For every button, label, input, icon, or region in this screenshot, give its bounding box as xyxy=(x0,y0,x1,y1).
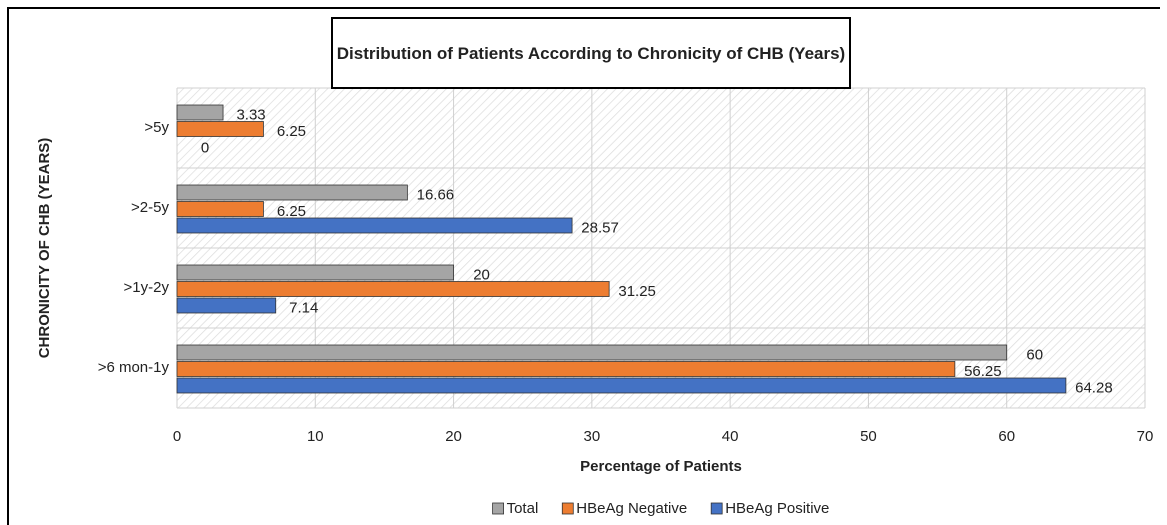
bar xyxy=(176,344,1008,361)
data-label: 20 xyxy=(473,266,490,283)
x-axis-title: Percentage of Patients xyxy=(580,458,742,475)
legend-label: HBeAg Positive xyxy=(725,500,829,517)
legend-swatch xyxy=(492,502,504,515)
y-tick-label: >2-5y xyxy=(131,199,169,216)
data-label: 16.66 xyxy=(417,186,455,203)
legend-swatch xyxy=(710,502,723,515)
y-tick-label: >1y-2y xyxy=(124,279,170,296)
data-label: 7.14 xyxy=(289,299,318,316)
data-label: 31.25 xyxy=(618,283,656,300)
x-tick-label: 30 xyxy=(584,428,601,445)
data-label: 56.25 xyxy=(964,363,1002,380)
legend-swatch xyxy=(561,502,574,515)
x-tick-label: 60 xyxy=(998,428,1015,445)
frame xyxy=(7,7,1160,525)
x-tick-label: 50 xyxy=(860,428,877,445)
x-tick-label: 0 xyxy=(173,428,181,445)
chart-title: Distribution of Patients According to Ch… xyxy=(336,43,846,63)
data-label: 64.28 xyxy=(1075,379,1113,396)
data-label: 60 xyxy=(1026,346,1043,363)
bar xyxy=(176,104,224,121)
bar xyxy=(176,281,610,297)
bar xyxy=(176,377,1067,394)
data-label: 3.33 xyxy=(236,106,265,123)
x-tick-label: 20 xyxy=(445,428,462,445)
legend: Total HBeAg Negative HBeAg Positive xyxy=(492,500,829,517)
x-tick-label: 40 xyxy=(722,428,739,445)
x-tick-label: 10 xyxy=(307,428,324,445)
x-tick-label: 70 xyxy=(1137,428,1154,445)
bar xyxy=(176,201,264,217)
y-tick-label: >5y xyxy=(144,119,169,136)
title-wrap: Distribution of Patients According to Ch… xyxy=(336,43,846,63)
y-axis-title: CHRONICITY OF CHB (YEARS) xyxy=(36,138,53,359)
bar xyxy=(176,121,264,137)
y-tick-label: >6 mon-1y xyxy=(98,359,170,376)
bar xyxy=(176,297,277,314)
bar xyxy=(176,217,573,234)
bar xyxy=(176,361,956,377)
title-box xyxy=(331,17,851,89)
bar xyxy=(176,264,454,281)
data-label: 6.25 xyxy=(277,123,306,140)
legend-label: HBeAg Negative xyxy=(576,500,687,517)
bar xyxy=(176,184,408,201)
legend-label: Total xyxy=(507,500,539,517)
data-label: 6.25 xyxy=(277,203,306,220)
data-label: 28.57 xyxy=(581,219,619,236)
data-label: 0 xyxy=(201,139,209,156)
